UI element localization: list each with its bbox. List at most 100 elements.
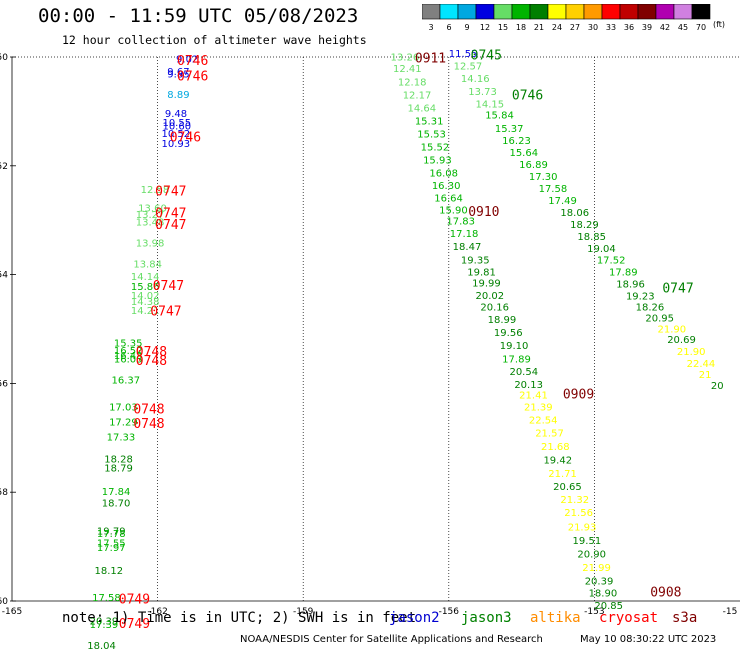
wave-height-point: 17.49	[548, 196, 577, 207]
wave-height-point: 15.93	[423, 156, 452, 167]
wave-height-point: 19.81	[467, 268, 496, 279]
wave-height-point: 16.30	[432, 181, 461, 192]
pass-time-label: 0749	[119, 593, 150, 608]
legend-label: 6	[446, 23, 451, 32]
pass-time-label: 0911	[415, 51, 446, 66]
wave-height-point: 18.70	[102, 498, 131, 509]
wave-height-point: 10.52	[161, 129, 190, 140]
wave-height-point: 13.26	[391, 52, 420, 63]
wave-height-point: 20.39	[90, 616, 119, 627]
wave-height-point: 21.32	[560, 495, 589, 506]
wave-height-point: 16.52	[114, 346, 143, 357]
wave-height-point: 16.43	[114, 351, 143, 362]
y-tick-label: -54	[0, 271, 8, 281]
wave-height-point: 18.99	[488, 315, 517, 326]
x-tick-label: -159	[293, 607, 314, 617]
pass-time-label: 0909	[563, 388, 594, 403]
wave-height-point: 17.18	[450, 229, 479, 240]
pass-time-label: 0747	[155, 218, 186, 233]
wave-height-point: 13.27	[136, 210, 165, 221]
wave-height-point: 18.85	[577, 232, 606, 243]
wave-height-point: 9.48	[165, 109, 187, 120]
wave-height-point: 20	[711, 381, 724, 392]
legend-label: 36	[624, 23, 634, 32]
legend-label: 27	[570, 23, 580, 32]
legend-label: 24	[552, 23, 562, 32]
wave-height-point: 20.13	[514, 380, 543, 391]
wave-height-point: 15.37	[495, 124, 524, 135]
wave-height-point: 20.65	[553, 482, 582, 493]
wave-height-point: 19.35	[461, 256, 490, 267]
satellite-altika: altika	[530, 610, 581, 626]
pass-time-label: 0749	[119, 617, 150, 632]
wave-height-point: 16.08	[429, 169, 458, 180]
legend-label: 70	[696, 23, 706, 32]
pass-time-label: 0908	[650, 586, 681, 601]
wave-height-point: 16.03	[114, 355, 143, 366]
satellite-jason2: jason2	[389, 610, 440, 626]
wave-height-point: 16.64	[434, 194, 463, 205]
note-text: note: 1) Time is in UTC; 2) SWH is in fe…	[62, 610, 417, 626]
wave-height-point: 10.60	[162, 121, 191, 132]
wave-height-point: 13.73	[468, 87, 497, 98]
wave-height-point: 19.99	[472, 279, 501, 290]
legend-label: 3	[428, 23, 433, 32]
wave-height-point: 17.52	[597, 256, 626, 267]
wave-height-point: 17.83	[446, 217, 475, 228]
wave-height-point: 18.47	[453, 242, 482, 253]
wave-height-point: 20.54	[509, 367, 538, 378]
wave-height-point: 18.79	[104, 464, 133, 475]
wave-height-point: 17.78	[97, 529, 126, 540]
wave-height-point: 10.55	[162, 118, 191, 129]
wave-height-point: 22.44	[687, 359, 716, 370]
x-tick-label: -153	[584, 607, 604, 617]
wave-height-point: 17.55	[97, 539, 126, 550]
wave-height-point: 15.90	[439, 206, 468, 217]
wave-height-point: 19.42	[543, 455, 572, 466]
wave-height-point: 17.97	[97, 543, 126, 554]
x-tick-label: -156	[439, 607, 460, 617]
legend-label: 42	[660, 23, 670, 32]
pass-time-label: 0746	[177, 69, 208, 84]
wave-height-point: 20.69	[667, 335, 696, 346]
wave-height-point: 12.57	[454, 62, 483, 73]
x-tick-label: -15	[723, 607, 738, 617]
wave-height-point: 16.23	[502, 136, 531, 147]
legend-label: 21	[534, 23, 544, 32]
wave-height-point: 17.58	[539, 184, 568, 195]
wave-height-point: 21.41	[519, 391, 548, 402]
wave-height-point: 9.85	[167, 70, 189, 81]
wave-height-point: 17.30	[529, 172, 558, 183]
wave-height-point: 21.71	[548, 469, 577, 480]
wave-height-point: 21.93	[568, 522, 597, 533]
wave-height-point: 21.90	[677, 347, 706, 358]
wave-height-point: 15.52	[421, 143, 450, 154]
satellite-jason3: jason3	[461, 610, 512, 626]
wave-height-point: 18.06	[560, 208, 589, 219]
chart-subtitle: 12 hour collection of altimeter wave hei…	[62, 33, 367, 47]
wave-height-point: 16.37	[111, 375, 140, 386]
pass-time-label: 0747	[153, 279, 184, 294]
wave-height-point: 18.90	[589, 589, 618, 600]
x-tick-label: -162	[147, 607, 167, 617]
x-tick-label: -165	[2, 607, 22, 617]
wave-height-point: 20.02	[475, 291, 504, 302]
wave-height-point: 22.54	[529, 416, 558, 427]
pass-time-label: 0747	[662, 282, 693, 297]
wave-height-point: 21.39	[524, 403, 553, 414]
wave-height-point: 21.99	[582, 563, 611, 574]
wave-height-point: 15.86	[131, 282, 160, 293]
wave-height-point: 17.58	[92, 593, 121, 604]
wave-height-point: 15.84	[485, 110, 514, 121]
legend-label: 18	[516, 23, 526, 32]
wave-height-point: 19.79	[97, 527, 126, 538]
pass-time-label: 0747	[155, 206, 186, 221]
wave-height-point: 12.17	[403, 90, 432, 101]
wave-height-point: 20.16	[480, 303, 509, 314]
wave-height-point: 12.18	[398, 77, 427, 88]
y-tick-label: -50	[0, 53, 8, 63]
wave-height-point: 14.02	[131, 291, 160, 302]
pass-time-label: 0748	[133, 402, 164, 417]
wave-height-point: 13.48	[136, 218, 165, 229]
